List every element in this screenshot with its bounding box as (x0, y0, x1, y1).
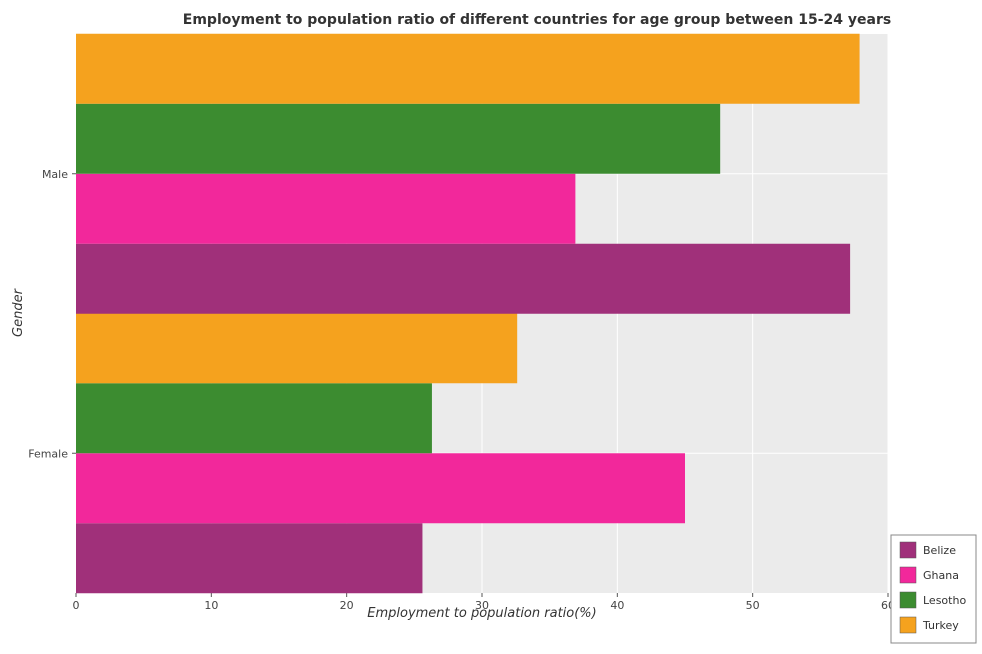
bar-turkey-female (76, 313, 518, 384)
bar-belize-male (76, 243, 851, 314)
legend: Belize Ghana Lesotho Turkey (890, 534, 977, 644)
legend-swatch-turkey (899, 616, 917, 634)
legend-swatch-ghana (899, 566, 917, 584)
x-tick-label: 20 (340, 599, 354, 612)
y-axis-label: Gender (11, 287, 26, 337)
x-tick-label: 10 (204, 599, 218, 612)
bar-lesotho-male (76, 103, 721, 174)
legend-swatch-belize (899, 541, 917, 559)
y-tick-labels: Female Male (28, 168, 68, 461)
legend-label-lesotho: Lesotho (923, 594, 966, 607)
x-tick-labels: 0 10 20 30 40 50 60 (73, 599, 896, 612)
bars (76, 33, 860, 594)
bar-belize-female (76, 523, 423, 594)
x-tick-label: 50 (746, 599, 760, 612)
chart-title: Employment to population ratio of differ… (183, 12, 891, 28)
legend-swatch-lesotho (899, 591, 917, 609)
x-tick-label: 0 (73, 599, 80, 612)
legend-label-belize: Belize (923, 544, 956, 557)
bar-lesotho-female (76, 383, 432, 454)
y-tick-label-female: Female (28, 447, 68, 460)
x-tick-label: 40 (610, 599, 624, 612)
x-tick-label: 30 (475, 599, 489, 612)
legend-label-turkey: Turkey (922, 619, 959, 632)
y-tick-label-male: Male (42, 168, 68, 181)
bar-turkey-male (76, 33, 860, 104)
legend-label-ghana: Ghana (923, 569, 959, 582)
x-axis-label: Employment to population ratio(%) (367, 606, 596, 621)
bar-ghana-female (76, 453, 685, 524)
bar-ghana-male (76, 173, 576, 244)
